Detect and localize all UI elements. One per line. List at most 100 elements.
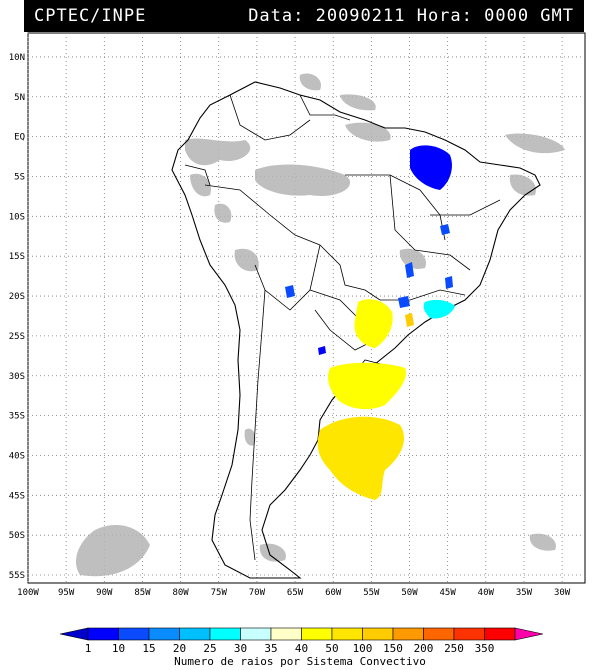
lon-label: 50W <box>401 588 418 598</box>
cloud-amazon-north <box>185 138 251 166</box>
colorbar-label: 20 <box>173 642 186 655</box>
colorbar-low-arrow <box>59 627 89 641</box>
lon-label: 75W <box>211 588 228 598</box>
lat-label: 10N <box>9 53 25 63</box>
colorbar-boxes <box>59 627 544 641</box>
colorbar-box <box>301 627 333 641</box>
cloud-amazon-central <box>255 164 351 196</box>
colorbar-high-arrow <box>514 627 544 641</box>
colorbar-box <box>392 627 424 641</box>
colorbar-box <box>179 627 211 641</box>
lon-label: 95W <box>58 588 75 598</box>
colorbar-title: Numero de raios por Sistema Convectivo <box>174 655 426 668</box>
lon-label: 40W <box>478 588 495 598</box>
system-small-blue-6 <box>318 346 326 355</box>
source-label: CPTEC/INPE <box>34 6 147 26</box>
colorbar-label: 10 <box>112 642 125 655</box>
colorbar-box <box>453 627 485 641</box>
border-peru-brazil <box>204 184 321 246</box>
map-header: CPTEC/INPE Data: 20090211 Hora: 0000 GMT <box>24 0 584 32</box>
border-brazil-states-1 <box>345 174 446 241</box>
colorbar-box <box>270 627 302 641</box>
colorbar-label: 30 <box>234 642 247 655</box>
lat-label: 50S <box>9 531 25 541</box>
lon-label: 55W <box>363 588 380 598</box>
lon-label: 85W <box>134 588 151 598</box>
datetime-label: Data: 20090211 Hora: 0000 GMT <box>248 6 574 26</box>
system-rio-grande-yellow <box>328 362 406 410</box>
colorbar-label: 25 <box>203 642 216 655</box>
lat-label: 10S <box>9 212 25 222</box>
lat-label: 30S <box>9 372 25 382</box>
lat-label: 20S <box>9 292 25 302</box>
colorbar-box <box>331 627 363 641</box>
lat-label: 15S <box>9 252 25 262</box>
cloud-caribbean <box>340 94 376 111</box>
lon-label: 35W <box>516 588 533 598</box>
system-small-blue-4 <box>398 296 410 308</box>
cloud-peru <box>214 203 232 223</box>
cloud-atlantic-north <box>505 133 565 154</box>
cloud-patagonia-pacific <box>75 525 150 577</box>
lat-label: 5N <box>14 93 25 103</box>
system-small-blue-1 <box>440 224 450 235</box>
lon-label: 100W <box>17 588 39 598</box>
system-small-blue-2 <box>285 285 295 298</box>
border-brazil-states-2 <box>389 174 471 271</box>
lightning-map: 10N5NEQ5S10S15S20S25S30S35S40S45S50S55S … <box>9 32 586 598</box>
longitude-labels: 100W 95W 90W 85W 80W 75W 70W 65W 60W 55W 50W 45W 40W… <box>17 588 571 598</box>
lat-label: EQ <box>14 133 25 143</box>
cloud-ne-brazil <box>509 174 536 196</box>
cloud-colombia <box>190 173 211 197</box>
border-ecuador <box>184 164 211 186</box>
colorbar-label: 50 <box>325 642 338 655</box>
system-paraguay-yellow <box>354 299 393 348</box>
convective-systems <box>285 145 455 500</box>
lon-label: 30W <box>554 588 571 598</box>
lon-label: 60W <box>325 588 342 598</box>
latitude-labels: 10N 5N EQ 5S 10S 15S 20S 25S 30S 35S 40S 45S 50S 55S <box>9 53 25 581</box>
cloud-goias <box>399 248 426 269</box>
colorbar-label: 250 <box>444 642 464 655</box>
colorbar-box <box>148 627 180 641</box>
colorbar: 1 10 15 20 25 30 35 40 50 100 150 200 250 350 <box>59 627 544 655</box>
system-parana-orange <box>405 313 414 327</box>
cloud-guiana <box>299 73 321 91</box>
colorbar-label: 40 <box>295 642 308 655</box>
border-bolivia-chile <box>254 244 321 311</box>
colorbar-box <box>118 627 150 641</box>
colorbar-box <box>87 627 119 641</box>
border-brazil-states-4 <box>430 199 501 216</box>
cloud-cover <box>75 73 565 577</box>
border-brazil-states-3 <box>380 289 466 301</box>
colorbar-box <box>362 627 394 641</box>
border-argentina-chile <box>249 289 266 561</box>
lon-label: 70W <box>249 588 266 598</box>
cloud-chile-coast <box>244 428 256 446</box>
cloud-south-atlantic <box>529 533 556 551</box>
colorbar-label: 200 <box>414 642 434 655</box>
system-small-blue-5 <box>445 276 453 289</box>
lat-label: 5S <box>14 172 25 182</box>
colorbar-box <box>423 627 455 641</box>
lat-label: 55S <box>9 571 25 581</box>
colorbar-box <box>240 627 272 641</box>
lat-label: 40S <box>9 451 25 461</box>
colorbar-labels: 1 10 15 20 25 30 35 40 50 100 150 200 250 350 <box>85 642 495 655</box>
lon-label: 65W <box>287 588 304 598</box>
colorbar-label: 35 <box>264 642 277 655</box>
system-small-blue-3 <box>405 262 414 278</box>
border-guianas <box>299 94 351 121</box>
colorbar-label: 350 <box>475 642 495 655</box>
graticule <box>27 33 585 583</box>
system-ne-brazil-blue <box>410 145 452 190</box>
colorbar-label: 100 <box>353 642 373 655</box>
cloud-bolivia <box>234 248 259 272</box>
system-argentina-yellow <box>317 416 405 500</box>
colorbar-box <box>209 627 241 641</box>
lon-label: 45W <box>440 588 457 598</box>
map-frame <box>27 32 586 584</box>
colorbar-label: 15 <box>142 642 155 655</box>
colorbar-label: 1 <box>85 642 92 655</box>
lat-label: 25S <box>9 332 25 342</box>
